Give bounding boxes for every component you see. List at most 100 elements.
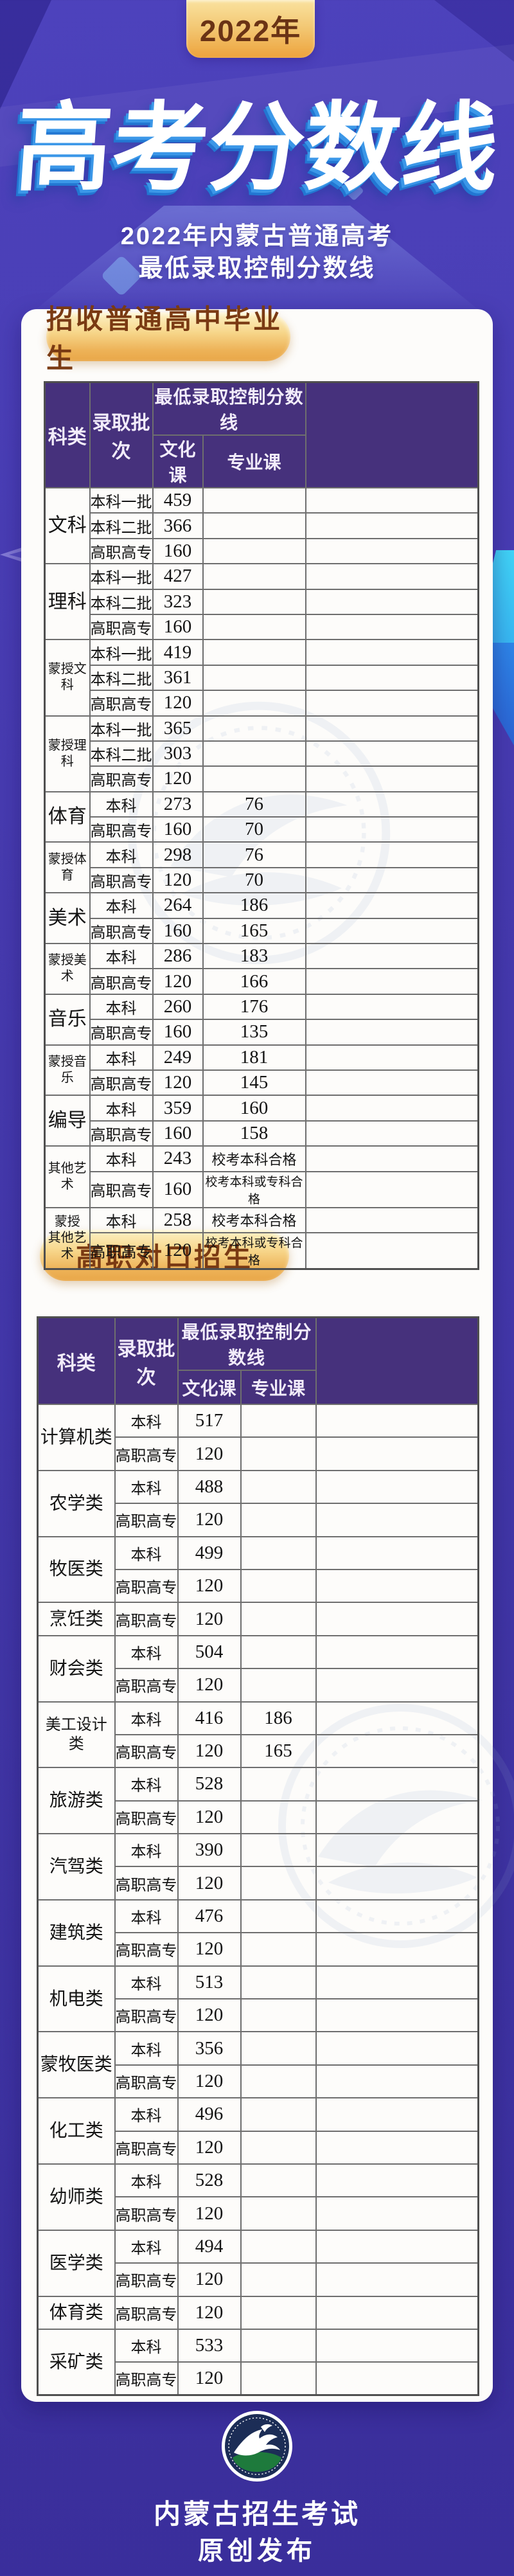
table-row: 高职高专 160 158 (45, 1120, 479, 1147)
table-row: 财会类 本科 504 (37, 1634, 479, 1703)
col-header-spacer (305, 381, 479, 488)
batch-cell: 本科二批 (89, 740, 154, 767)
batch-cell: 本科 (114, 2097, 179, 2132)
subtitle-line-1: 2022年内蒙古普通高考 (120, 223, 394, 250)
table-row: 机电类 本科 513 (37, 1965, 479, 2033)
table-row: 高职高专 120 (38, 2361, 479, 2396)
batch-cell: 本科 (89, 1206, 154, 1233)
spacer-cell (315, 1800, 479, 1835)
category-cell: 农学类 (37, 1469, 116, 1537)
culture-score-cell: 120 (177, 2064, 242, 2099)
culture-score-cell: 243 (152, 1145, 204, 1172)
batch-cell: 高职高专 (114, 1503, 179, 1537)
section-heading-regular-graduates: 招收普通高中毕业生 (46, 304, 290, 373)
table-row: 牧医类 本科 499 (37, 1535, 479, 1604)
culture-score-cell: 120 (177, 1932, 242, 1967)
culture-score-cell: 160 (152, 917, 204, 945)
spacer-cell (305, 765, 479, 792)
batch-cell: 高职高专 (114, 1932, 179, 1967)
culture-score-cell: 476 (177, 1899, 242, 1934)
batch-cell: 高职高专 (89, 1170, 154, 1208)
major-score-cell: 76 (202, 791, 306, 818)
major-score-cell (240, 2064, 317, 2099)
major-score-cell (202, 487, 306, 514)
category-cell: 蒙授音乐 (44, 1044, 91, 1096)
culture-score-cell: 361 (152, 664, 204, 692)
culture-score-cell: 517 (177, 1403, 242, 1438)
culture-score-cell: 390 (177, 1833, 242, 1868)
batch-cell: 高职高专 (114, 2130, 179, 2165)
spacer-cell (315, 2229, 479, 2264)
major-score-cell: 76 (202, 841, 306, 868)
spacer-cell (315, 2097, 479, 2132)
culture-score-cell: 249 (152, 1044, 204, 1071)
batch-cell: 高职高专 (89, 1019, 154, 1046)
major-score-cell (240, 1833, 317, 1868)
batch-cell: 本科 (89, 892, 154, 919)
culture-score-cell: 160 (152, 1120, 204, 1147)
table-row: 高职高专 120 (38, 1998, 479, 2033)
category-cell: 化工类 (37, 2097, 116, 2165)
table-row: 高职高专 120 (38, 1503, 479, 1537)
batch-cell: 本科 (89, 943, 154, 970)
admission-table-regular: 科类 录取批次 最低录取控制分数线 文化课 专业课 文科 本科一批 459 本科二批 3… (44, 381, 480, 1270)
spacer-cell (305, 1095, 479, 1122)
major-score-cell (240, 2196, 317, 2231)
batch-cell: 本科 (89, 1095, 154, 1122)
table-row: 高职高专 120 (38, 1436, 479, 1471)
major-score-cell (240, 2130, 317, 2165)
table-row: 高职高专 120 (38, 2064, 479, 2099)
spacer-cell (315, 2064, 479, 2099)
major-score-cell (202, 512, 306, 539)
major-score-cell: 70 (202, 866, 306, 894)
spacer-cell (315, 1998, 479, 2033)
subtitle-line-2: 最低录取控制分数线 (138, 255, 376, 282)
major-score-cell: 校考本科合格 (202, 1145, 306, 1172)
category-cell: 计算机类 (37, 1404, 116, 1471)
major-score-cell (240, 1469, 317, 1505)
major-score-cell: 160 (202, 1095, 306, 1122)
spacer-cell (315, 1436, 479, 1471)
table-row: 高职高专 160 70 (45, 816, 479, 843)
table-row: 蒙牧医类 本科 356 (37, 2031, 479, 2099)
major-score-cell (240, 2031, 317, 2066)
inner-mongolia-exam-logo (222, 2411, 292, 2482)
spacer-cell (305, 588, 479, 615)
major-score-cell (202, 563, 306, 590)
major-score-cell: 186 (202, 892, 306, 919)
major-score-cell: 校考本科或专科合格 (202, 1231, 306, 1270)
batch-cell: 高职高专 (114, 1668, 179, 1703)
batch-cell: 本科一批 (89, 563, 154, 590)
culture-score-cell: 356 (177, 2031, 242, 2066)
batch-cell: 高职高专 (89, 917, 154, 945)
batch-cell: 本科 (89, 1044, 154, 1071)
batch-cell: 本科一批 (89, 715, 154, 742)
col-header-category: 科类 (44, 381, 91, 488)
table-row: 高职高专 120 (38, 1568, 479, 1604)
category-cell: 蒙授文科 (44, 639, 91, 717)
spacer-cell (305, 1120, 479, 1147)
table-row: 高职高专 120 (45, 765, 479, 792)
major-score-cell (240, 1568, 317, 1604)
table-row: 高职高专 160 校考本科或专科合格 (45, 1170, 479, 1208)
major-score-cell (240, 2361, 317, 2396)
spacer-cell (315, 2361, 479, 2396)
category-cell: 机电类 (37, 1965, 116, 2033)
table-row: 高职高专 120 70 (45, 866, 479, 894)
major-score-cell (240, 1932, 317, 1967)
culture-score-cell: 120 (177, 1866, 242, 1901)
category-cell: 旅游类 (37, 1767, 116, 1835)
category-cell: 体育类 (37, 2295, 116, 2330)
major-score-cell (240, 1503, 317, 1537)
spacer-cell (315, 1733, 479, 1769)
culture-score-cell: 286 (152, 943, 204, 970)
category-cell: 牧医类 (37, 1535, 116, 1604)
batch-cell: 本科 (114, 2328, 179, 2363)
major-score-cell (240, 2262, 317, 2297)
major-score-cell (240, 1998, 317, 2033)
table-row: 高职高专 120 (38, 1866, 479, 1901)
category-cell: 蒙授体育 (44, 841, 91, 894)
col-header-batch: 录取批次 (89, 381, 154, 488)
culture-score-cell: 258 (152, 1206, 204, 1233)
table-row: 计算机类 本科 517 (37, 1403, 479, 1471)
